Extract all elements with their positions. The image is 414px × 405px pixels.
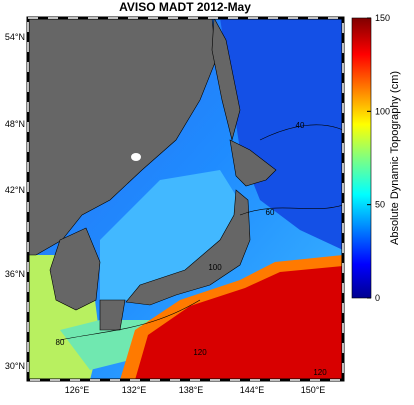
honshu	[125, 189, 251, 306]
lat-label: 48°N	[5, 119, 25, 129]
colorbar-tick-label: 100	[375, 106, 390, 116]
kyushu	[99, 299, 126, 331]
kuroshio	[135, 266, 343, 380]
hokkaido	[229, 139, 277, 187]
lon-label: 126°E	[65, 385, 90, 395]
lake	[131, 153, 141, 161]
contour-label: 80	[56, 338, 65, 347]
contour-label: 100	[208, 263, 222, 272]
lon-label: 144°E	[240, 385, 265, 395]
lon-label: 138°E	[179, 385, 204, 395]
ocean-north	[220, 18, 343, 250]
contour-label: 40	[296, 121, 305, 130]
sakhalin	[211, 18, 241, 142]
contour-line	[59, 124, 343, 341]
contour-label: 60	[266, 208, 275, 217]
map-area	[28, 18, 343, 380]
lat-label: 54°N	[5, 32, 25, 42]
colorbar-tick-label: 150	[375, 13, 390, 23]
colorbar-label: Absolute Dynamic Topography (cm)	[389, 71, 401, 245]
lat-label: 36°N	[5, 269, 25, 279]
map-frame	[26, 16, 345, 382]
colorbar-tick-label: 50	[375, 200, 385, 210]
lon-label: 132°E	[122, 385, 147, 395]
lon-label: 150°E	[301, 385, 326, 395]
colorbar-tick-label: 0	[375, 293, 380, 303]
korea	[49, 227, 101, 311]
map-title: AVISO MADT 2012-May	[119, 0, 251, 14]
lat-label: 30°N	[5, 361, 25, 371]
contour-label: 120	[313, 368, 327, 377]
colorbar	[351, 17, 372, 299]
contour-label: 120	[193, 348, 207, 357]
lat-label: 42°N	[5, 185, 25, 195]
